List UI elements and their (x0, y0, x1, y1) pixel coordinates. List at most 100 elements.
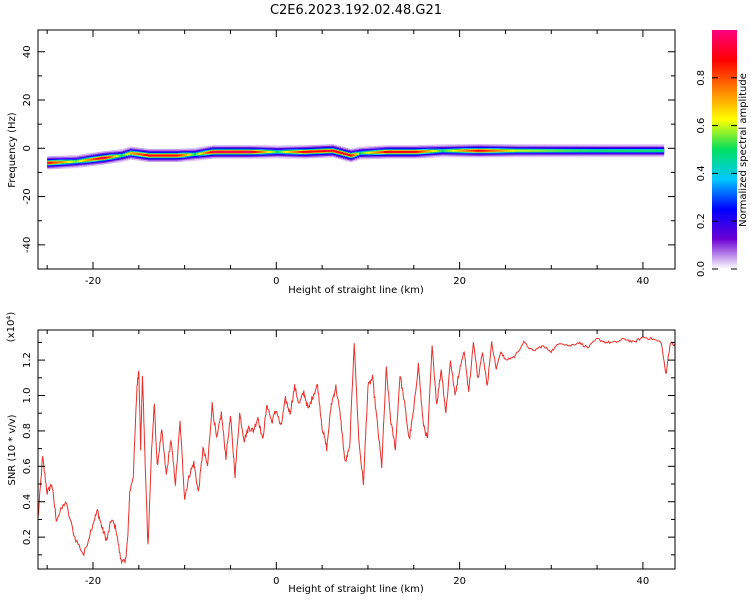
snr-series-line (38, 336, 675, 565)
spectral-cell (102, 156, 106, 159)
chart-title: C2E6.2023.192.02.48.G21 (270, 3, 442, 18)
spectral-cell (397, 150, 401, 153)
spectral-cell (487, 149, 490, 152)
spectral-cell (207, 151, 211, 154)
spectral-cell (379, 151, 383, 154)
spectral-cell (553, 149, 557, 152)
spectral-cell (610, 149, 614, 152)
spectral-cell (237, 150, 241, 153)
spectral-cell (287, 150, 291, 153)
spectral-cell (576, 149, 580, 152)
spectral-cell (58, 161, 62, 164)
spectral-cell (386, 150, 390, 153)
y-tick-label: 40 (22, 45, 33, 58)
spectral-cell (147, 154, 151, 157)
spectral-cell (457, 149, 461, 152)
spectral-ridge (47, 144, 665, 170)
spectral-cell (79, 159, 83, 162)
spectral-cell (306, 150, 309, 153)
spectral-cell (539, 149, 543, 152)
spectral-cell (468, 149, 472, 152)
spectral-cell (351, 153, 355, 156)
y-tick-label: 20 (22, 94, 33, 107)
spectral-cell (97, 157, 101, 160)
spectral-cell (189, 153, 193, 156)
spectral-cell (608, 149, 612, 152)
spectral-cell (303, 150, 307, 153)
spectral-cell (342, 152, 346, 155)
y-tick-label: 1.0 (22, 388, 33, 404)
spectral-cell (308, 150, 312, 153)
colorbar-tick-label: 0.2 (696, 213, 707, 229)
spectral-cell (640, 149, 644, 152)
spectral-cell (496, 149, 500, 152)
spectral-cell (367, 151, 371, 154)
spectral-cell (422, 150, 426, 153)
spectral-cell (477, 149, 481, 152)
y-tick-label: 0.2 (22, 529, 33, 545)
spectral-cell (264, 150, 268, 153)
spectral-cell (574, 149, 578, 152)
spectral-cell (400, 150, 403, 153)
spectrogram-x-label: Height of straight line (km) (288, 285, 424, 296)
colorbar: 0.0 0.2 0.4 0.6 0.8 Normalized spectral ampl… (696, 30, 749, 277)
spectral-cell (629, 149, 633, 152)
spectral-cell (597, 149, 600, 152)
spectral-cell (480, 149, 484, 152)
spectral-cell (95, 157, 99, 160)
spectral-cell (47, 161, 51, 164)
spectral-cell (294, 150, 298, 153)
spectral-cell (411, 150, 415, 153)
spectral-cell (154, 154, 158, 157)
spectral-cell (631, 149, 635, 152)
x-tick-label: 40 (637, 276, 650, 287)
spectral-cell (296, 150, 300, 153)
spectral-cell (186, 153, 190, 156)
spectral-cell (406, 150, 410, 153)
spectral-cell (519, 149, 523, 152)
snr-panel: -20 0 20 40 0.2 0.4 0.6 0.8 1.0 1.2 Height of str… (6, 312, 676, 595)
spectral-cell (223, 150, 227, 153)
spectral-cell (248, 150, 252, 153)
spectral-cell (230, 150, 234, 153)
spectral-cell (383, 151, 387, 154)
spectral-cell (205, 151, 209, 154)
spectral-layer (47, 149, 665, 164)
spectral-cell (617, 149, 621, 152)
spectral-cell (656, 149, 660, 152)
spectral-cell (393, 150, 397, 153)
spectral-cell (166, 154, 170, 157)
spectrogram-panel: -20 0 20 40 -40 -20 0 20 40 Height of straight l… (7, 29, 676, 296)
spectral-cell (381, 151, 385, 154)
spectral-cell (67, 160, 71, 163)
spectral-cell (441, 149, 445, 152)
spectral-cell (292, 150, 296, 153)
spectral-cell (587, 149, 591, 152)
x-tick-label: 40 (637, 576, 650, 587)
spectral-cell (70, 160, 73, 163)
snr-y-label: SNR (10 * v/v) (7, 414, 18, 485)
spectral-cell (150, 154, 154, 157)
spectral-cell (90, 158, 94, 161)
spectral-cell (402, 150, 406, 153)
spectral-cell (290, 150, 293, 153)
spectral-cell (390, 150, 394, 153)
spectral-cell (532, 149, 536, 152)
spectral-cell (141, 153, 145, 156)
spectral-cell (489, 149, 493, 152)
x-tick-label: 20 (453, 276, 466, 287)
spectral-cell (319, 150, 323, 153)
spectral-cell (358, 152, 362, 155)
x-tick-label: -20 (85, 276, 101, 287)
spectral-cell (544, 149, 548, 152)
spectral-cell (521, 149, 525, 152)
y-tick-label: 0.6 (22, 458, 33, 474)
spectral-cell (262, 150, 266, 153)
spectral-cell (345, 153, 348, 156)
spectral-cell (349, 154, 353, 157)
spectral-cell (535, 149, 539, 152)
spectral-cell (335, 150, 339, 153)
spectral-cell (219, 150, 222, 153)
spectral-cell (241, 150, 245, 153)
spectral-cell (326, 149, 330, 152)
